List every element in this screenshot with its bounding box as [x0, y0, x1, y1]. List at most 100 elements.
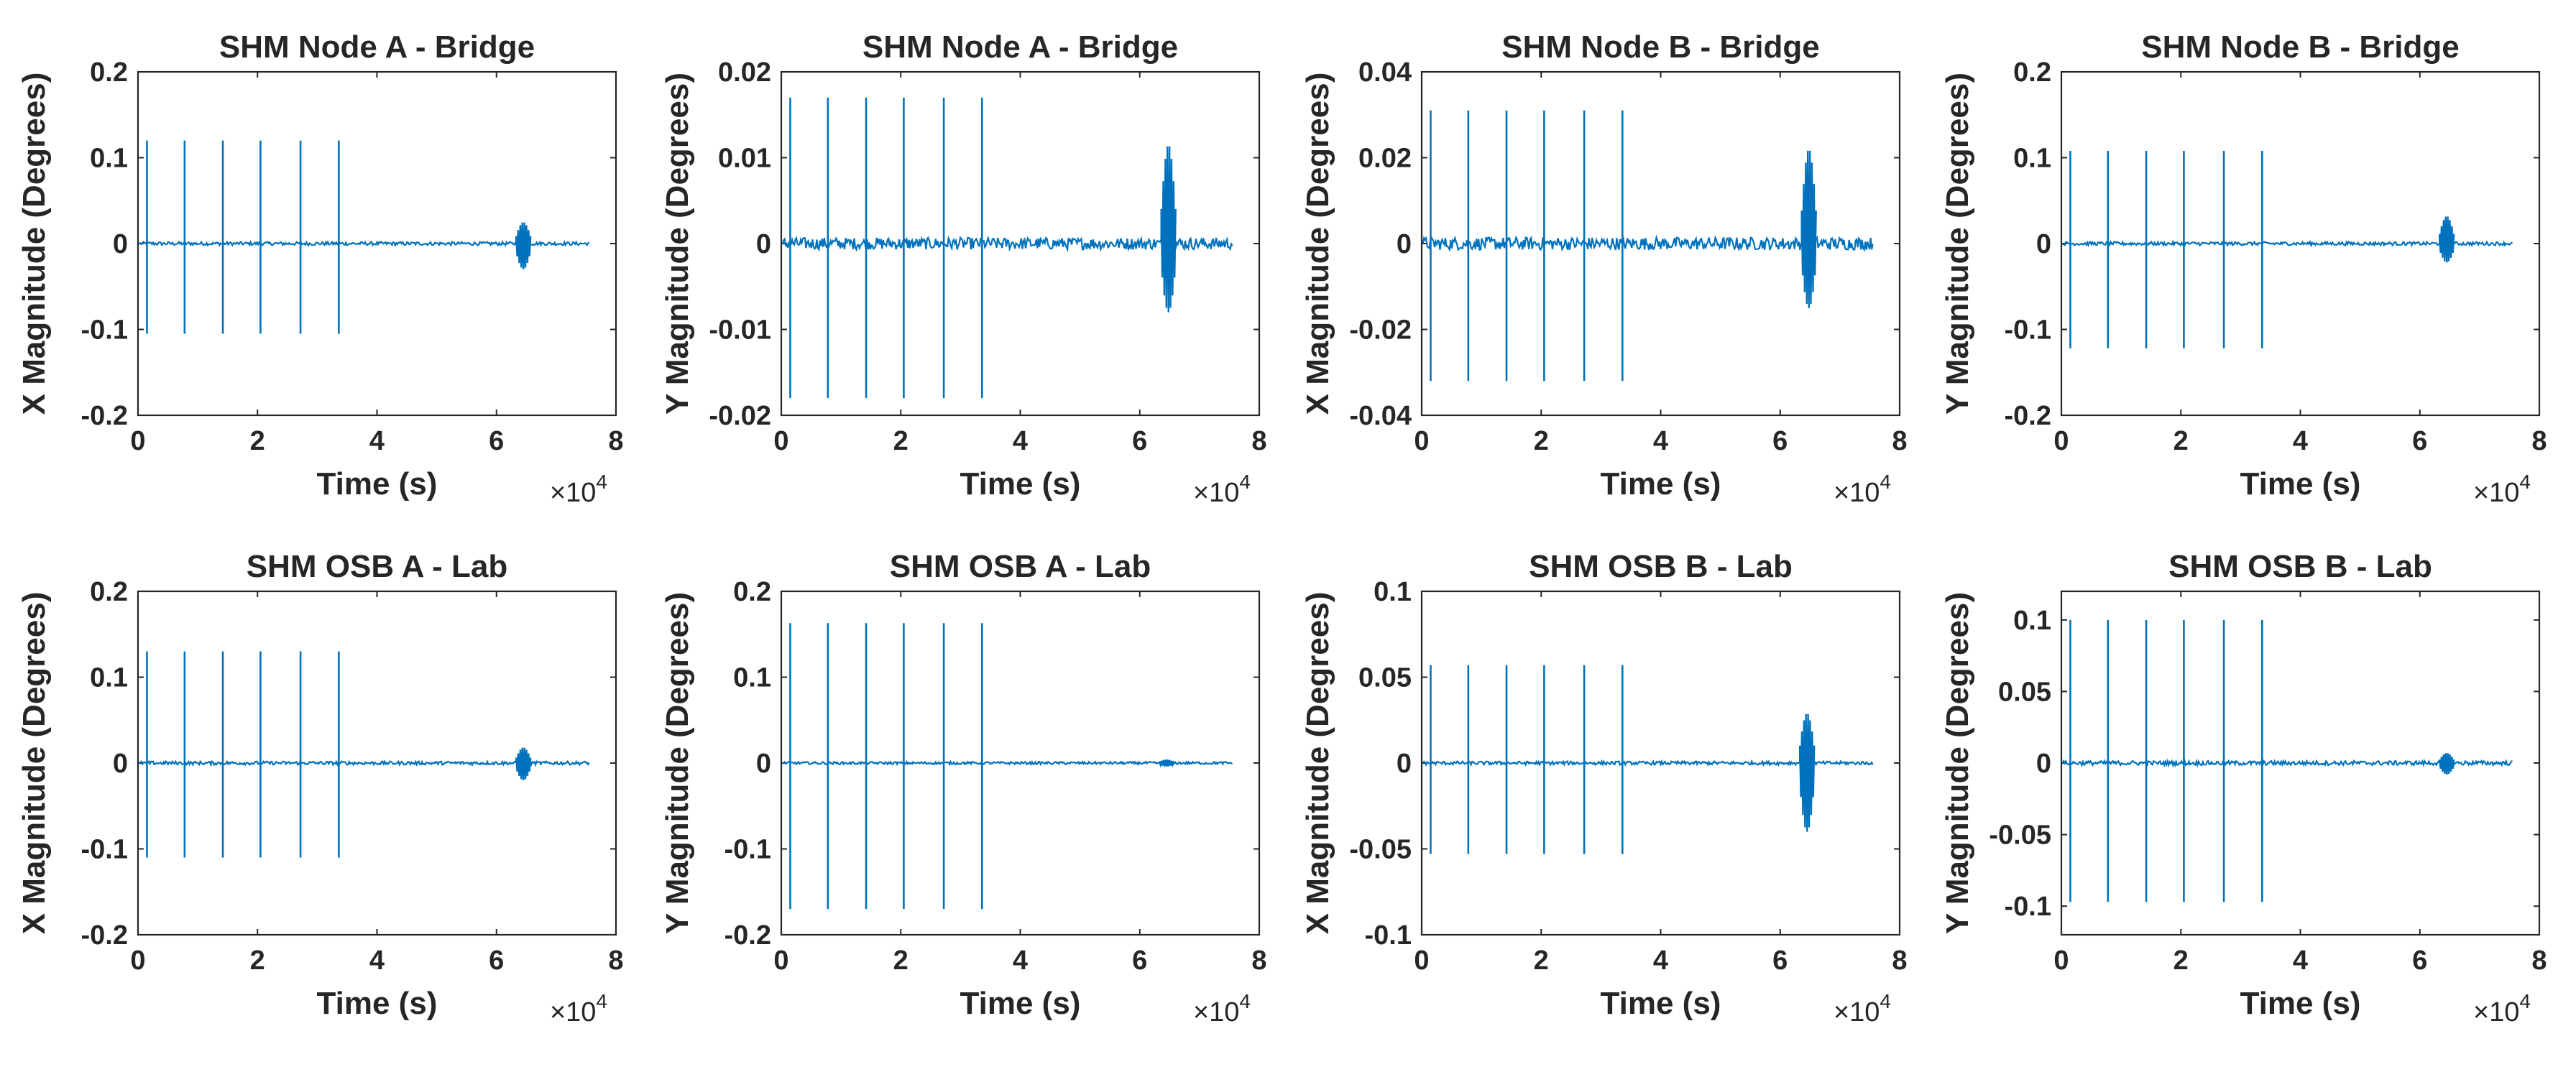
y-tick-label: -0.1 — [724, 835, 771, 865]
x-tick-label: 8 — [2531, 946, 2547, 976]
y-tick-label: 0 — [2036, 229, 2051, 259]
subplot-6: 0 2 4 6 8 -0.2 -0.1 0 0.1 0.2 SHM OSB A - Lab Time … — [660, 549, 1267, 1027]
x-multiplier: ×10 — [550, 997, 596, 1027]
y-tick-label: -0.1 — [81, 315, 128, 346]
series-burst-1 — [515, 747, 532, 780]
x-tick-label: 8 — [608, 946, 623, 976]
y-tick-label: 0.01 — [718, 144, 771, 174]
x-tick-label: 8 — [1892, 426, 1907, 456]
x-tick-label: 8 — [2531, 426, 2547, 456]
series-burst-1 — [1159, 759, 1175, 768]
y-tick-label: 0.2 — [90, 57, 128, 88]
series-baseline — [782, 759, 1233, 767]
x-tick-label: 6 — [489, 946, 504, 976]
y-tick-label: -0.2 — [724, 920, 771, 951]
y-tick-label: -0.05 — [1349, 835, 1412, 865]
y-tick-label: 0.2 — [90, 577, 128, 607]
x-multiplier: ×10 — [1834, 478, 1880, 508]
y-axis-label: Y Magnitude (Degrees) — [660, 73, 695, 415]
subplot-3: 0 2 4 6 8 -0.04 -0.02 0 0.02 0.04 SHM Node B - Bri… — [1300, 29, 1908, 508]
x-tick-label: 0 — [130, 426, 145, 456]
x-axis-label: Time (s) — [1601, 986, 1721, 1021]
x-multiplier: ×10 — [1193, 997, 1239, 1027]
series-baseline — [2061, 239, 2513, 248]
y-tick-label: -0.04 — [1349, 401, 1412, 431]
x-tick-label: 4 — [369, 426, 385, 456]
x-exponent-label: ×104 — [2473, 471, 2531, 508]
series-baseline — [781, 235, 1233, 253]
x-exponent: 4 — [2519, 990, 2531, 1012]
y-tick-label: 0.2 — [733, 577, 771, 607]
x-tick-label: 6 — [1772, 426, 1788, 456]
y-tick-label: 0.1 — [733, 663, 771, 693]
x-multiplier: ×10 — [550, 478, 596, 508]
x-axis-label: Time (s) — [317, 466, 438, 502]
x-tick-label: 6 — [1772, 946, 1788, 976]
x-axis-label: Time (s) — [2240, 466, 2361, 502]
subplot-title: SHM OSB A - Lab — [890, 549, 1151, 584]
y-tick-label: 0.1 — [90, 144, 128, 174]
series-baseline — [139, 759, 590, 767]
y-tick-label: -0.1 — [2005, 892, 2051, 922]
y-tick-label: -0.2 — [2005, 401, 2051, 431]
x-tick-label: 2 — [250, 426, 265, 456]
subplot-title: SHM Node B - Bridge — [1501, 29, 1819, 65]
y-axis-label: Y Magnitude (Degrees) — [1940, 73, 1975, 415]
series-baseline — [139, 239, 590, 247]
subplot-title: SHM OSB B - Lab — [2168, 549, 2432, 584]
y-tick-label: 0.02 — [718, 57, 771, 88]
x-tick-label: 0 — [1414, 946, 1429, 976]
y-tick-label: 0 — [113, 229, 128, 259]
x-tick-label: 6 — [489, 426, 504, 456]
x-tick-label: 2 — [250, 946, 265, 976]
y-tick-label: 0 — [113, 749, 128, 779]
subplot-4: 0 2 4 6 8 -0.2 -0.1 0 0.1 0.2 SHM Node B - Bridge T… — [1940, 29, 2547, 508]
x-tick-label: 4 — [2293, 946, 2308, 976]
y-axis-label: X Magnitude (Degrees) — [17, 592, 52, 935]
y-axis-label: X Magnitude (Degrees) — [1300, 73, 1335, 415]
y-tick-label: 0.02 — [1358, 144, 1412, 174]
y-tick-label: -0.2 — [81, 920, 128, 951]
y-tick-label: -0.05 — [1989, 821, 2051, 851]
x-tick-label: 6 — [2412, 946, 2427, 976]
x-axis-label: Time (s) — [317, 986, 438, 1021]
x-tick-label: 0 — [2053, 946, 2069, 976]
y-axis-label: X Magnitude (Degrees) — [1300, 592, 1335, 935]
x-axis-label: Time (s) — [1601, 466, 1721, 502]
x-axis-label: Time (s) — [2240, 986, 2361, 1021]
y-axis-label: X Magnitude (Degrees) — [17, 73, 52, 415]
x-tick-label: 2 — [893, 946, 908, 976]
y-tick-label: 0 — [756, 749, 771, 779]
subplot-8: 0 2 4 6 8 -0.1 -0.05 0 0.05 0.1 SHM OSB B - Lab Tim… — [1940, 549, 2547, 1027]
subplot-title: SHM Node A - Bridge — [862, 29, 1178, 65]
x-tick-label: 2 — [2174, 946, 2189, 976]
x-exponent-label: ×104 — [1193, 471, 1251, 508]
x-multiplier: ×10 — [2473, 478, 2519, 508]
x-tick-label: 4 — [1653, 946, 1668, 976]
x-tick-label: 0 — [1414, 426, 1429, 456]
x-tick-label: 8 — [1892, 946, 1907, 976]
y-tick-label: 0.05 — [1998, 677, 2051, 707]
series-baseline — [2061, 758, 2513, 768]
x-multiplier: ×10 — [1193, 478, 1239, 508]
subplot-title: SHM OSB A - Lab — [247, 549, 507, 584]
x-multiplier: ×10 — [2473, 997, 2519, 1027]
x-exponent: 4 — [1239, 471, 1251, 493]
x-tick-label: 0 — [773, 426, 788, 456]
x-exponent-label: ×104 — [1193, 990, 1251, 1027]
y-tick-label: -0.2 — [81, 401, 128, 431]
x-tick-label: 8 — [608, 426, 623, 456]
y-tick-label: 0.04 — [1358, 57, 1412, 88]
x-tick-label: 4 — [2293, 426, 2308, 456]
series-burst-1 — [1800, 150, 1817, 308]
subplot-2: 0 2 4 6 8 -0.02 -0.01 0 0.01 0.02 SHM Node A - Bri… — [660, 29, 1267, 508]
y-tick-label: 0 — [1397, 229, 1412, 259]
x-tick-label: 2 — [1534, 946, 1549, 976]
x-tick-label: 0 — [2053, 426, 2069, 456]
x-tick-label: 4 — [1013, 946, 1028, 976]
series-burst-1 — [2439, 216, 2455, 263]
series-burst-1 — [515, 222, 532, 269]
x-exponent-label: ×104 — [550, 990, 607, 1027]
y-tick-label: -0.1 — [1365, 920, 1412, 951]
